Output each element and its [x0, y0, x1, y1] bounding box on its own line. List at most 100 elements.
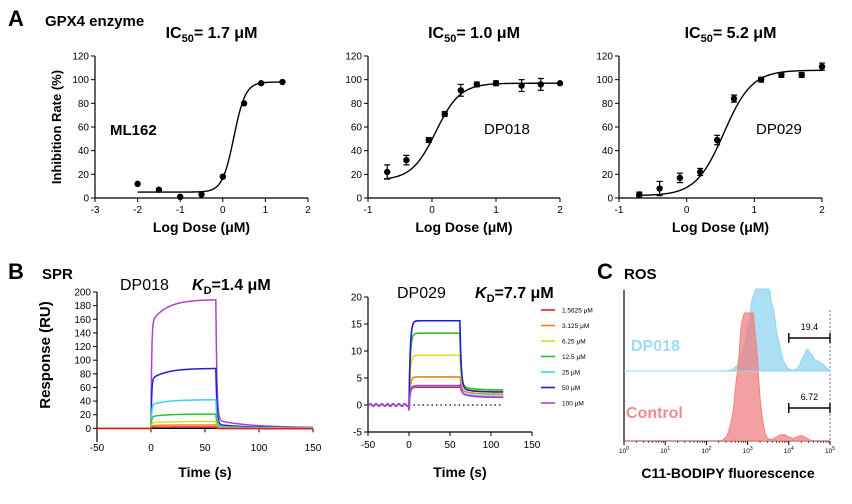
gate-value: 19.4	[801, 322, 819, 332]
dose-response-ml162: 0 20 40 60 80 100 120 -3 -2 -1 0 1 2 IC50= 1.7 μM ML16…	[49, 25, 311, 235]
legend-label: 25 μM	[562, 370, 580, 377]
y-tick-label: 120	[74, 342, 91, 353]
data-point	[155, 186, 163, 193]
y-tick-label: 200	[74, 288, 91, 299]
x-tick-label: 150	[524, 440, 541, 451]
data-point	[219, 173, 226, 180]
x-tick-base: 10	[701, 448, 709, 455]
x-tick-label: 1	[752, 205, 758, 216]
data-point	[730, 95, 738, 102]
data-point	[425, 136, 432, 144]
y-tick-label: 80	[78, 99, 90, 110]
data-point	[778, 71, 785, 79]
sensorgram-50M	[97, 367, 313, 430]
x-tick-label: -1	[176, 205, 185, 216]
y-tick-label: 20	[80, 410, 92, 421]
legend-label: 1.5625 μM	[562, 308, 593, 315]
y-tick-label: 5	[356, 374, 362, 385]
legend-label: 3.125 μM	[562, 323, 589, 330]
legend-label: 6.25 μM	[562, 339, 586, 346]
ic50-prefix: IC	[428, 25, 444, 42]
gate-value: 6.72	[801, 392, 819, 402]
panel-label-a: A	[8, 6, 24, 31]
y-tick-label: 120	[72, 52, 89, 63]
kd-sub: D	[487, 293, 495, 305]
series-label-control: Control	[626, 405, 683, 422]
data-point	[697, 168, 704, 176]
x-axis-title: Log Dose (μM)	[415, 219, 512, 235]
fit-curve	[137, 81, 283, 193]
data-point	[177, 193, 184, 201]
compound-label: DP018	[484, 121, 530, 138]
y-axis-title: Response (RU)	[37, 301, 54, 409]
legend-label: 12.5 μM	[562, 354, 586, 361]
data-point	[473, 81, 480, 88]
y-tick-label: 80	[351, 99, 363, 110]
data-point	[757, 76, 765, 83]
y-tick-label: 40	[80, 397, 92, 408]
panel-title-ros: ROS	[624, 266, 657, 283]
x-tick-label: 100	[619, 446, 629, 455]
x-tick-base: 10	[784, 448, 792, 455]
x-tick-label: 2	[305, 205, 311, 216]
fit-curve	[635, 69, 823, 197]
y-tick-label: -5	[353, 428, 362, 439]
x-tick-exp: 3	[750, 446, 753, 452]
x-tick-label: 50	[444, 440, 456, 451]
kd-title: KD=7.7 μM	[475, 285, 554, 305]
data-point	[713, 136, 721, 144]
spr-sensorgram-dp018: 0 20 40 60 80 100 120 140 160 180 200 -50 0 50 100 150 D…	[37, 277, 322, 480]
y-tick-label: 60	[602, 123, 614, 134]
data-point	[134, 180, 141, 187]
data-point	[198, 191, 205, 198]
x-tick-exp: 4	[791, 446, 794, 452]
y-tick-label: 15	[351, 320, 363, 331]
x-tick-label: 100	[251, 443, 268, 454]
ic50-title: IC50= 5.2 μM	[685, 25, 777, 45]
x-tick-label: -1	[615, 205, 624, 216]
x-tick-label: 1	[493, 205, 499, 216]
data-point	[798, 71, 805, 79]
fit-curve	[383, 82, 560, 180]
x-axis-title: Time (s)	[433, 464, 486, 480]
y-tick-label: 120	[596, 52, 613, 63]
sensorgram-100M	[367, 382, 504, 411]
y-tick-label: 40	[602, 146, 614, 157]
y-tick-label: 0	[356, 401, 362, 412]
sensorgram-6.25M	[367, 354, 504, 411]
y-tick-label: 0	[83, 194, 89, 205]
y-tick-label: 80	[80, 369, 92, 380]
spr-compound-title: DP018	[120, 277, 169, 294]
panel-title-gpx4: GPX4 enzyme	[45, 13, 144, 30]
kd-prefix: K	[475, 285, 488, 302]
sensorgram-1.5625M	[97, 426, 313, 430]
x-tick-exp: 2	[709, 446, 712, 452]
compound-label: ML162	[110, 122, 157, 139]
y-tick-label: 100	[72, 75, 89, 86]
x-tick-base: 10	[660, 448, 668, 455]
x-tick-exp: 5	[832, 446, 835, 452]
data-point	[457, 87, 464, 94]
x-tick-label: 103	[743, 446, 753, 455]
histogram-control	[624, 312, 830, 442]
x-tick-label: -50	[90, 443, 105, 454]
x-tick-label: -2	[133, 205, 142, 216]
y-tick-label: 80	[602, 99, 614, 110]
ic50-prefix: IC	[166, 25, 182, 42]
x-tick-label: -50	[361, 440, 376, 451]
y-tick-label: 100	[74, 356, 91, 367]
x-tick-label: 0	[220, 205, 226, 216]
x-tick-label: 104	[784, 446, 794, 455]
kd-sub: D	[204, 285, 212, 297]
data-point	[257, 80, 265, 87]
y-tick-label: 20	[351, 293, 363, 304]
y-tick-label: 20	[78, 170, 90, 181]
spr-compound-title: DP029	[397, 285, 446, 302]
y-tick-label: 60	[351, 123, 363, 134]
kd-value: =1.4 μM	[212, 277, 271, 294]
x-tick-exp: 1	[667, 446, 670, 452]
ic50-value: = 1.0 μM	[456, 25, 520, 42]
